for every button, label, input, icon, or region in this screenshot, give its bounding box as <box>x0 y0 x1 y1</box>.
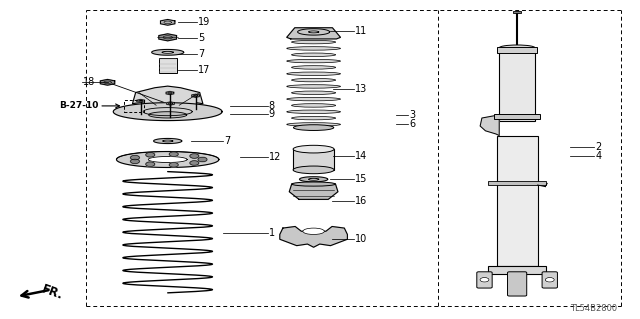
FancyBboxPatch shape <box>499 48 535 121</box>
Text: 13: 13 <box>355 84 367 94</box>
Polygon shape <box>161 19 175 25</box>
Ellipse shape <box>303 228 324 234</box>
Text: 1: 1 <box>269 228 275 238</box>
Ellipse shape <box>292 91 335 94</box>
FancyBboxPatch shape <box>488 266 546 274</box>
FancyBboxPatch shape <box>508 272 527 296</box>
Polygon shape <box>166 102 174 105</box>
Polygon shape <box>166 92 174 95</box>
Text: 3: 3 <box>410 110 416 120</box>
Ellipse shape <box>292 104 335 107</box>
Text: 6: 6 <box>410 119 416 129</box>
FancyBboxPatch shape <box>497 136 538 266</box>
Polygon shape <box>280 226 348 247</box>
Text: 9: 9 <box>269 109 275 119</box>
FancyBboxPatch shape <box>542 272 557 288</box>
Polygon shape <box>480 115 499 136</box>
Text: FR.: FR. <box>40 283 65 302</box>
Polygon shape <box>163 140 173 142</box>
Ellipse shape <box>293 125 334 130</box>
Text: 15: 15 <box>355 174 367 184</box>
Ellipse shape <box>292 116 335 120</box>
Ellipse shape <box>292 182 335 186</box>
FancyBboxPatch shape <box>494 114 540 119</box>
Text: 16: 16 <box>355 196 367 206</box>
Polygon shape <box>308 178 319 180</box>
Text: 10: 10 <box>355 234 367 244</box>
Circle shape <box>545 278 554 282</box>
Ellipse shape <box>287 85 340 88</box>
Polygon shape <box>289 184 338 199</box>
Polygon shape <box>100 79 115 85</box>
Text: 18: 18 <box>83 77 95 87</box>
Ellipse shape <box>287 59 340 63</box>
Polygon shape <box>116 152 219 167</box>
Text: 4: 4 <box>595 151 602 161</box>
Circle shape <box>169 152 178 156</box>
Polygon shape <box>287 28 340 39</box>
FancyBboxPatch shape <box>293 149 334 170</box>
Ellipse shape <box>292 53 335 56</box>
FancyBboxPatch shape <box>497 47 537 53</box>
Circle shape <box>131 159 140 164</box>
Circle shape <box>131 155 140 160</box>
Ellipse shape <box>293 166 334 174</box>
Text: 7: 7 <box>224 136 230 146</box>
Circle shape <box>169 163 178 167</box>
Circle shape <box>146 152 155 157</box>
FancyBboxPatch shape <box>477 272 492 288</box>
Text: 7: 7 <box>198 48 205 59</box>
Text: 11: 11 <box>355 26 367 36</box>
Ellipse shape <box>287 72 340 76</box>
Circle shape <box>198 157 207 162</box>
Circle shape <box>480 278 489 282</box>
Polygon shape <box>132 86 203 104</box>
FancyBboxPatch shape <box>159 58 177 73</box>
Ellipse shape <box>292 66 335 69</box>
Polygon shape <box>300 177 328 182</box>
Polygon shape <box>113 103 222 121</box>
Polygon shape <box>162 51 173 53</box>
Text: 5: 5 <box>198 33 205 43</box>
Circle shape <box>190 161 199 165</box>
Ellipse shape <box>293 145 334 153</box>
Ellipse shape <box>499 45 535 51</box>
Polygon shape <box>192 94 200 97</box>
Text: 2: 2 <box>595 142 602 152</box>
Polygon shape <box>308 31 319 33</box>
FancyBboxPatch shape <box>488 181 546 185</box>
Ellipse shape <box>292 78 335 82</box>
Text: 8: 8 <box>269 101 275 111</box>
Text: 17: 17 <box>198 65 211 75</box>
Text: TL54B2800: TL54B2800 <box>570 304 618 313</box>
Text: 19: 19 <box>198 17 211 27</box>
Ellipse shape <box>287 97 340 101</box>
Text: B-27-10: B-27-10 <box>59 101 99 110</box>
Circle shape <box>146 162 155 167</box>
Polygon shape <box>298 29 330 35</box>
Polygon shape <box>154 138 182 144</box>
Polygon shape <box>159 34 177 41</box>
Polygon shape <box>148 157 187 162</box>
Ellipse shape <box>287 47 340 50</box>
Polygon shape <box>137 100 145 103</box>
Polygon shape <box>148 112 187 118</box>
Ellipse shape <box>292 40 335 44</box>
Text: 14: 14 <box>355 151 367 161</box>
Ellipse shape <box>287 110 340 114</box>
Circle shape <box>190 154 199 158</box>
Ellipse shape <box>287 123 340 126</box>
Polygon shape <box>152 49 184 55</box>
Text: 12: 12 <box>269 152 281 162</box>
FancyBboxPatch shape <box>513 11 521 13</box>
